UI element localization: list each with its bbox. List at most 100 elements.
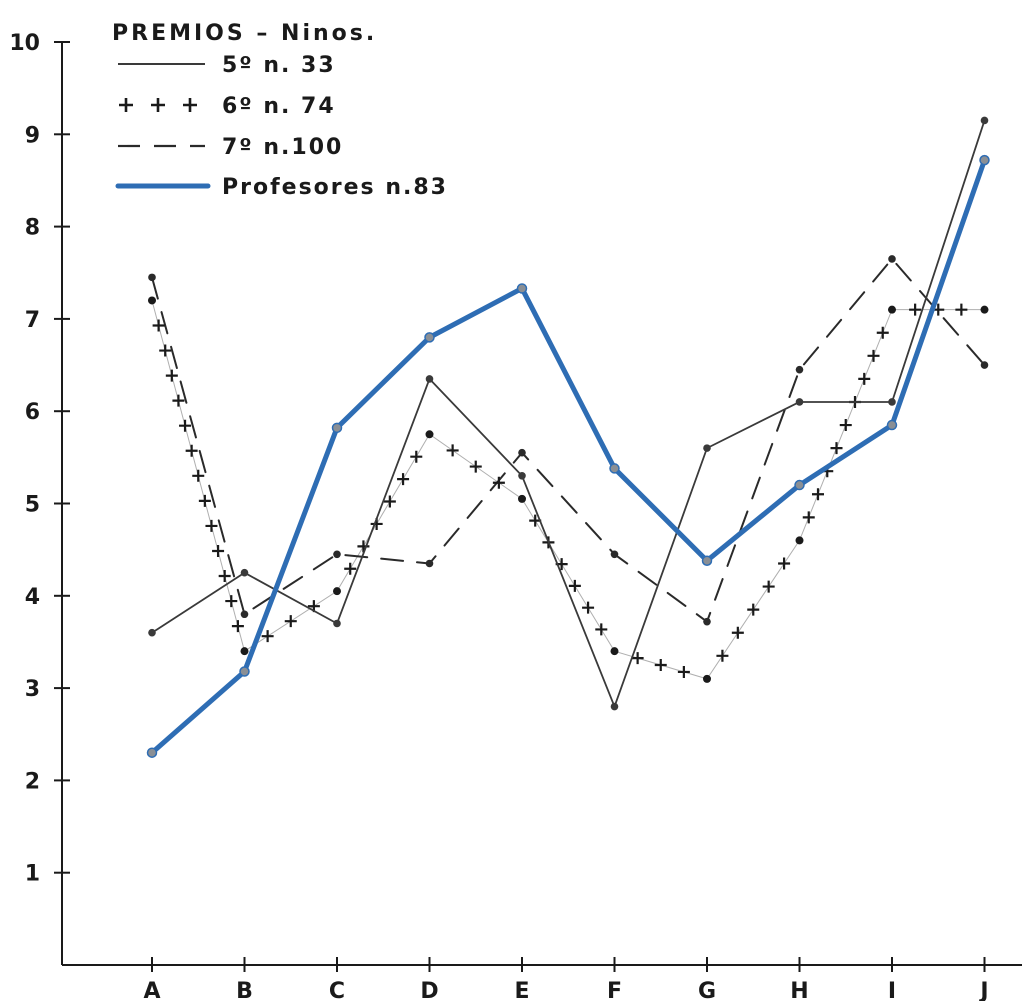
series-6-point-H [795, 536, 804, 545]
x-tick-label-B: B [236, 979, 253, 1001]
series-3-point-H [795, 365, 804, 374]
y-tick-label-3: 3 [25, 677, 40, 702]
series-6-cross [747, 603, 760, 616]
series-6-cross [812, 488, 824, 501]
series-6-cross [762, 580, 775, 593]
series-lines [146, 116, 990, 758]
series-6-cross [261, 630, 274, 643]
series-1-line [151, 119, 986, 708]
series-3-line [151, 257, 986, 623]
series-4-point-J [979, 154, 990, 166]
series-3-point-C [333, 550, 341, 559]
series-6-cross [192, 469, 205, 482]
series-4-point-A [146, 747, 158, 758]
series-4-point-B [239, 666, 250, 677]
x-tick-label-E: E [514, 979, 529, 1001]
series-6-cross [716, 649, 729, 662]
series-6-cross [802, 511, 815, 524]
series-6-trace [151, 300, 985, 680]
series-6-point-I [888, 305, 896, 314]
y-tick-label-2: 2 [25, 769, 40, 794]
series-6-cross [397, 473, 410, 486]
series-4-point-E [516, 283, 528, 294]
series-6-cross [357, 540, 370, 553]
series-6-cross [469, 460, 482, 473]
series-1-point-J [980, 116, 989, 125]
y-tick-label-4: 4 [25, 585, 40, 610]
series-4-point-G [701, 555, 713, 566]
series-6-cross [383, 495, 396, 508]
series-6-cross [231, 620, 244, 633]
series-1-point-E [518, 472, 526, 480]
series-3-point-B [240, 610, 249, 619]
series-6-cross [955, 303, 968, 316]
series-6-point-J [980, 305, 989, 314]
series-1-point-G [703, 444, 711, 452]
legend-label-1: 5º n. 33 [222, 53, 336, 78]
y-tick-label-7: 7 [25, 308, 40, 333]
series-2 [148, 296, 989, 683]
series-6-cross [631, 652, 644, 665]
x-tick-label-H: H [790, 979, 808, 1001]
series-4-point-I [886, 419, 898, 431]
series-4-line [149, 157, 987, 756]
series-6-cross [839, 419, 852, 432]
y-tick-label-5: 5 [25, 493, 40, 518]
x-tick-label-G: G [698, 979, 716, 1001]
series-3-point-J [980, 361, 989, 369]
y-tick-label-6: 6 [25, 400, 40, 425]
series-1-point-H [795, 398, 804, 406]
series-6-point-G [703, 674, 711, 683]
legend-title: PREMIOS – Ninos. [112, 21, 377, 46]
x-tick-label-J: J [978, 979, 988, 1001]
series-6-point-B [240, 647, 249, 656]
legend-label-2: 6º n. 74 [222, 94, 336, 119]
y-tick-label-1: 1 [25, 862, 40, 887]
series-6-cross [909, 303, 922, 316]
series-6-cross [446, 444, 459, 457]
legend-label-3: 7º n.100 [222, 135, 343, 160]
series-4-point-H [794, 479, 805, 491]
series-3-point-I [888, 255, 896, 263]
series-6-cross [830, 442, 843, 455]
legend: PREMIOS – Ninos. 5º n. 33 6º n. 74 7º n.10… [112, 21, 448, 200]
series-3-point-G [703, 617, 711, 626]
series-3-point-F [610, 550, 619, 559]
series-6-cross [778, 557, 791, 570]
y-tick-label-10: 10 [9, 31, 40, 56]
series-3-point-E [518, 448, 526, 457]
series-6-point-D [425, 430, 434, 439]
series-1-point-C [333, 619, 341, 628]
series-3-point-A [148, 273, 156, 282]
series-6-cross [410, 450, 423, 463]
series-3 [148, 255, 989, 626]
series-6-cross [218, 570, 231, 583]
series-6-point-A [148, 296, 156, 305]
series-6-cross [159, 344, 172, 357]
series-6-cross [212, 544, 225, 557]
x-tick-label-I: I [888, 979, 896, 1001]
x-tick-label-A: A [143, 979, 160, 1001]
series-4 [146, 154, 990, 758]
series-6-cross [152, 319, 165, 332]
series-1-point-A [148, 628, 156, 637]
axis-ticks: 1 2 3 4 5 6 7 8 9 10 A B C D E F G H I J [9, 31, 988, 1001]
series-1-point-B [240, 568, 249, 577]
y-tick-label-8: 8 [25, 216, 40, 241]
series-6-cross [284, 615, 297, 628]
series-6-cross [731, 626, 744, 639]
series-6-cross [568, 579, 581, 592]
legend-sample-6-cross [119, 98, 133, 112]
series-6-cross [876, 326, 889, 339]
series-6-cross [595, 623, 608, 636]
series-1-point-I [888, 398, 896, 406]
series-6-cross [205, 519, 218, 532]
series-1-point-F [610, 702, 619, 711]
series-6-cross [198, 494, 211, 507]
legend-label-4: Profesores n.83 [222, 175, 448, 200]
series-6-point-E [518, 494, 526, 503]
series-6-cross [492, 476, 505, 489]
series-6-cross [172, 394, 185, 407]
series-6-cross [344, 562, 357, 575]
